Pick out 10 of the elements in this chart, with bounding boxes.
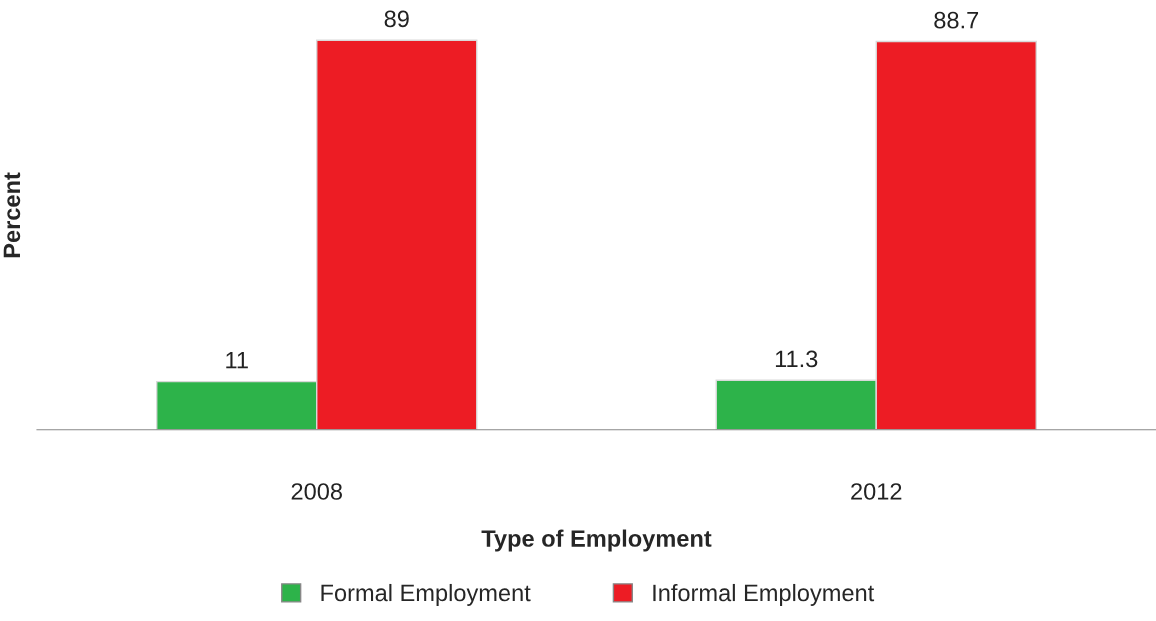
data-label: 89 xyxy=(384,10,409,28)
data-label: 11 xyxy=(226,352,248,369)
x-axis-title: Type of Employment xyxy=(481,529,712,552)
legend-label: Formal Employment xyxy=(321,583,531,606)
y-axis-title: Percent xyxy=(3,172,21,258)
data-label: 88.7 xyxy=(934,11,979,29)
x-tick-label: 2012 xyxy=(851,483,902,500)
legend-label: Informal Employment xyxy=(653,583,875,606)
data-label: 11.3 xyxy=(775,350,818,368)
x-tick-label: 2008 xyxy=(291,483,342,500)
